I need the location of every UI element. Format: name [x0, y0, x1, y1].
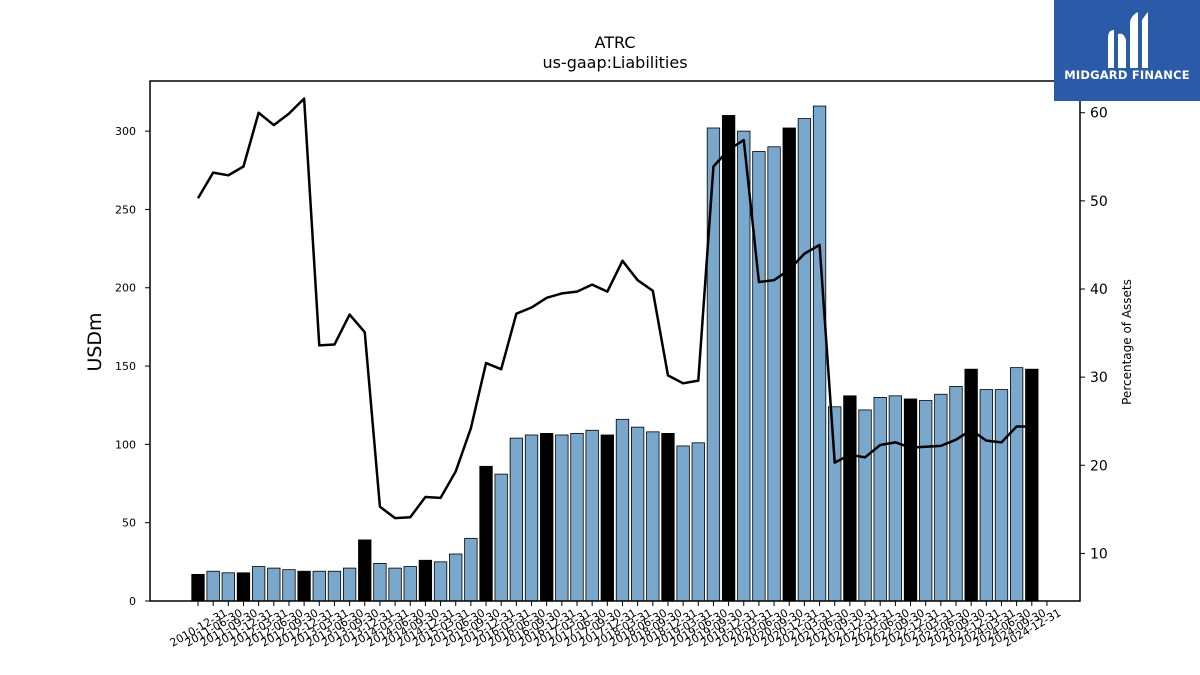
bar [721, 115, 736, 602]
y2-axis-label: Percentage of Assets [1120, 279, 1134, 405]
bar [312, 570, 326, 602]
bar [1009, 367, 1024, 602]
y2-tick-label: 30 [1090, 370, 1108, 386]
bar [479, 465, 493, 602]
y-tick-label: 50 [122, 517, 136, 530]
bar [903, 398, 918, 602]
bar [555, 434, 569, 602]
bar [873, 396, 887, 602]
bar [358, 539, 372, 602]
bar [737, 130, 751, 602]
chart-subtitle: us-gaap:Liabilities [542, 53, 687, 72]
bar [919, 400, 933, 602]
bar [236, 572, 251, 602]
bar [630, 426, 645, 602]
bar [706, 127, 721, 602]
bar [964, 368, 978, 602]
y-axis-label: USDm [84, 312, 106, 371]
bar [979, 389, 993, 602]
bar [373, 563, 387, 602]
bar [449, 553, 463, 602]
y-tick-label: 300 [115, 125, 136, 138]
y2-tick-label: 50 [1090, 194, 1108, 210]
bar [752, 151, 766, 602]
y-tick-label: 250 [115, 203, 136, 216]
bar [342, 567, 357, 602]
midgard-finance-logo: MIDGARD FINANCE [1054, 0, 1200, 101]
bar [615, 418, 630, 602]
bar [297, 570, 311, 602]
bar [646, 431, 660, 602]
y2-tick-label: 60 [1090, 106, 1108, 122]
bar [888, 395, 903, 602]
chart-title: ATRC [595, 33, 636, 52]
bar [388, 567, 402, 602]
bar [767, 146, 781, 602]
y-tick-label: 100 [115, 438, 136, 451]
bar [994, 389, 1009, 602]
y2-tick-label: 10 [1090, 546, 1108, 562]
bar [540, 433, 554, 602]
midgard-logo-icon [1108, 12, 1148, 68]
bar [509, 437, 524, 602]
bar [267, 567, 281, 602]
y-tick-label: 150 [115, 360, 136, 373]
bar [221, 572, 235, 602]
bar [282, 569, 296, 602]
bar [585, 429, 599, 602]
bar [797, 118, 812, 602]
y2-tick-label: 40 [1090, 282, 1108, 298]
bar [1025, 368, 1039, 602]
percentage-line [196, 97, 1032, 520]
brand-name: MIDGARD FINANCE [1064, 68, 1190, 82]
bar [600, 434, 614, 602]
bar [433, 561, 448, 602]
bar [691, 442, 705, 602]
bar [418, 559, 433, 602]
bar [403, 566, 417, 602]
bar [494, 473, 508, 602]
bar [828, 406, 842, 602]
bar [251, 566, 266, 602]
bar [676, 445, 690, 602]
bar [843, 395, 857, 602]
plot-frame [149, 80, 1081, 602]
bar [782, 127, 796, 602]
bar [661, 433, 675, 602]
bar [206, 570, 220, 602]
y-tick-label: 200 [115, 282, 136, 295]
bar [858, 409, 872, 602]
y-tick-label: 0 [129, 595, 136, 608]
bar [570, 433, 584, 602]
bar [191, 573, 205, 602]
bar [934, 393, 948, 602]
y2-tick-label: 20 [1090, 458, 1108, 474]
bar [464, 537, 478, 602]
bar [524, 434, 539, 602]
bar [327, 570, 342, 602]
bar [812, 105, 827, 602]
bar [949, 386, 963, 602]
